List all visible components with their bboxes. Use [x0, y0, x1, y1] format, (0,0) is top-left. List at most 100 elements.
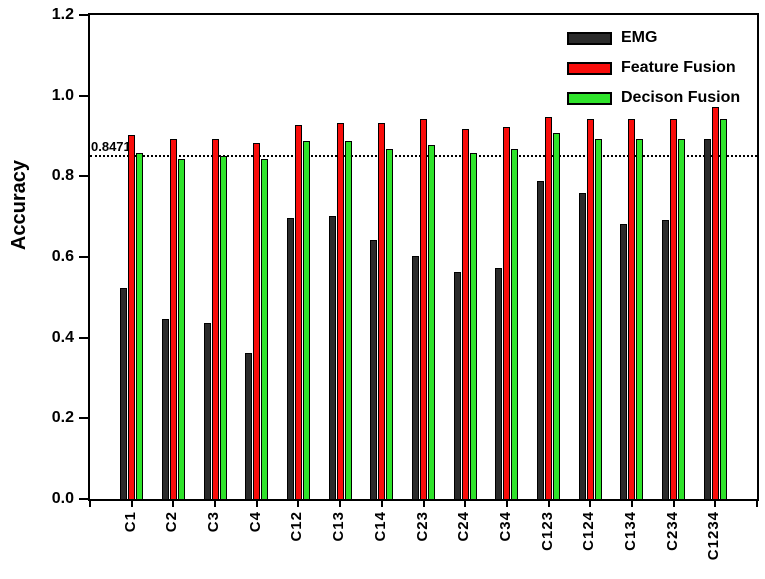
- bar-feature-fusion-c24: [461, 129, 469, 499]
- legend-item-emg: EMG: [567, 30, 740, 46]
- x-axis-tick-label: C34: [496, 511, 514, 542]
- x-axis-tick-label: C24: [455, 511, 473, 542]
- bar-decison-fusion-c24: [469, 153, 477, 499]
- x-axis-tick-label: C1234: [705, 511, 723, 561]
- x-axis-tick: [89, 499, 91, 507]
- x-axis-tick: [380, 499, 383, 507]
- bar-feature-fusion-c4: [253, 143, 261, 499]
- legend-label: Decison Fusion: [621, 89, 741, 106]
- y-axis-tick-label: 0.0: [51, 490, 74, 507]
- bar-feature-fusion-c13: [336, 123, 344, 499]
- bar-emg-c4: [245, 353, 253, 499]
- x-axis-tick: [714, 499, 717, 507]
- bar-decison-fusion-c123: [553, 133, 561, 499]
- bar-feature-fusion-c1: [128, 135, 136, 499]
- bar-emg-c13: [328, 216, 336, 499]
- bar-decison-fusion-c34: [511, 149, 519, 499]
- x-axis-tick: [297, 499, 300, 507]
- feature-fusion-swatch-icon: [567, 61, 612, 75]
- bar-decison-fusion-c2: [177, 159, 185, 499]
- x-axis-tick: [464, 499, 467, 507]
- legend-label: EMG: [621, 29, 658, 46]
- bar-feature-fusion-c34: [503, 127, 511, 499]
- x-axis-tick-label: C14: [371, 511, 389, 542]
- y-axis-tick: [79, 94, 88, 97]
- bar-group-c123: [537, 117, 561, 499]
- y-axis-tick-label: 0.4: [51, 328, 74, 346]
- x-axis-tick: [630, 499, 633, 507]
- x-axis-tick: [589, 499, 592, 507]
- bar-group-c12: [286, 125, 310, 499]
- x-axis-tick-label: C12: [288, 511, 306, 542]
- bar-emg-c1234: [703, 139, 711, 499]
- y-axis-tick-label: 1.2: [51, 6, 74, 23]
- bar-decison-fusion-c1234: [719, 119, 727, 499]
- x-axis-tick: [255, 499, 258, 507]
- bar-feature-fusion-c1234: [711, 107, 719, 499]
- bar-emg-c34: [495, 268, 503, 499]
- x-axis-tick: [130, 499, 133, 507]
- bar-decison-fusion-c134: [636, 139, 644, 499]
- bar-emg-c123: [537, 181, 545, 499]
- y-axis-tick-label: 0.6: [51, 248, 74, 265]
- bar-group-c34: [495, 127, 519, 499]
- bar-decison-fusion-c124: [594, 139, 602, 499]
- bar-decison-fusion-c3: [219, 156, 227, 499]
- bar-emg-c2: [161, 319, 169, 499]
- x-axis-tick-label: C234: [663, 511, 681, 551]
- bar-group-c2: [161, 139, 185, 499]
- bar-group-c14: [370, 123, 394, 499]
- y-axis-tick: [79, 336, 88, 339]
- y-axis-tick-label: 0.8: [51, 167, 74, 185]
- x-axis-tick: [547, 499, 550, 507]
- plot-area: 0.8471 EMG Feature Fusion Decison Fusion: [88, 13, 759, 501]
- bar-feature-fusion-c124: [586, 119, 594, 499]
- y-axis-tick-label: 0.2: [51, 409, 74, 427]
- x-axis-tick-label: C4: [246, 511, 264, 533]
- bar-group-c1: [120, 135, 144, 499]
- bar-group-c13: [328, 123, 352, 499]
- x-axis-tick: [672, 499, 675, 507]
- bar-group-c24: [453, 129, 477, 499]
- legend-label: Feature Fusion: [621, 59, 736, 76]
- x-axis-tick: [172, 499, 175, 507]
- bar-feature-fusion-c134: [628, 119, 636, 499]
- legend-item-feature-fusion: Feature Fusion: [567, 60, 740, 76]
- x-axis-tick-label: C134: [621, 511, 639, 551]
- bar-decison-fusion-c14: [386, 149, 394, 499]
- x-axis-tick: [422, 499, 425, 507]
- bar-group-c4: [245, 143, 269, 499]
- y-axis-tick: [79, 417, 88, 420]
- bar-decison-fusion-c23: [428, 145, 435, 499]
- emg-swatch-icon: [567, 31, 612, 45]
- bar-emg-c134: [620, 224, 628, 499]
- reference-line-label: 0.8471: [91, 139, 131, 154]
- bar-group-c3: [203, 139, 227, 499]
- decison-fusion-swatch-icon: [567, 91, 612, 105]
- bar-emg-c12: [286, 218, 294, 499]
- x-axis-tick-label: C3: [205, 511, 223, 533]
- y-axis-tick: [79, 14, 88, 16]
- bar-emg-c23: [412, 256, 419, 499]
- bar-feature-fusion-c123: [545, 117, 553, 499]
- x-axis-tick: [214, 499, 217, 507]
- bar-emg-c124: [578, 193, 586, 499]
- bar-emg-c3: [203, 323, 211, 499]
- x-axis-tick: [756, 499, 758, 507]
- legend-item-decison-fusion: Decison Fusion: [567, 90, 740, 106]
- bar-group-c124: [578, 119, 602, 499]
- bar-decison-fusion-c1: [136, 153, 144, 499]
- bar-group-c134: [620, 119, 644, 499]
- bar-decison-fusion-c12: [302, 141, 310, 499]
- legend: EMG Feature Fusion Decison Fusion: [567, 30, 740, 106]
- bar-decison-fusion-c4: [261, 159, 269, 499]
- bar-feature-fusion-c23: [420, 119, 427, 499]
- bar-decison-fusion-c13: [344, 141, 352, 499]
- x-axis-tick-label: C23: [413, 511, 431, 542]
- bar-decison-fusion-c234: [678, 139, 686, 499]
- bar-feature-fusion-c14: [378, 123, 386, 499]
- bar-feature-fusion-c234: [670, 119, 678, 499]
- x-axis-tick-label: C1: [121, 511, 139, 533]
- y-axis-tick: [79, 175, 88, 178]
